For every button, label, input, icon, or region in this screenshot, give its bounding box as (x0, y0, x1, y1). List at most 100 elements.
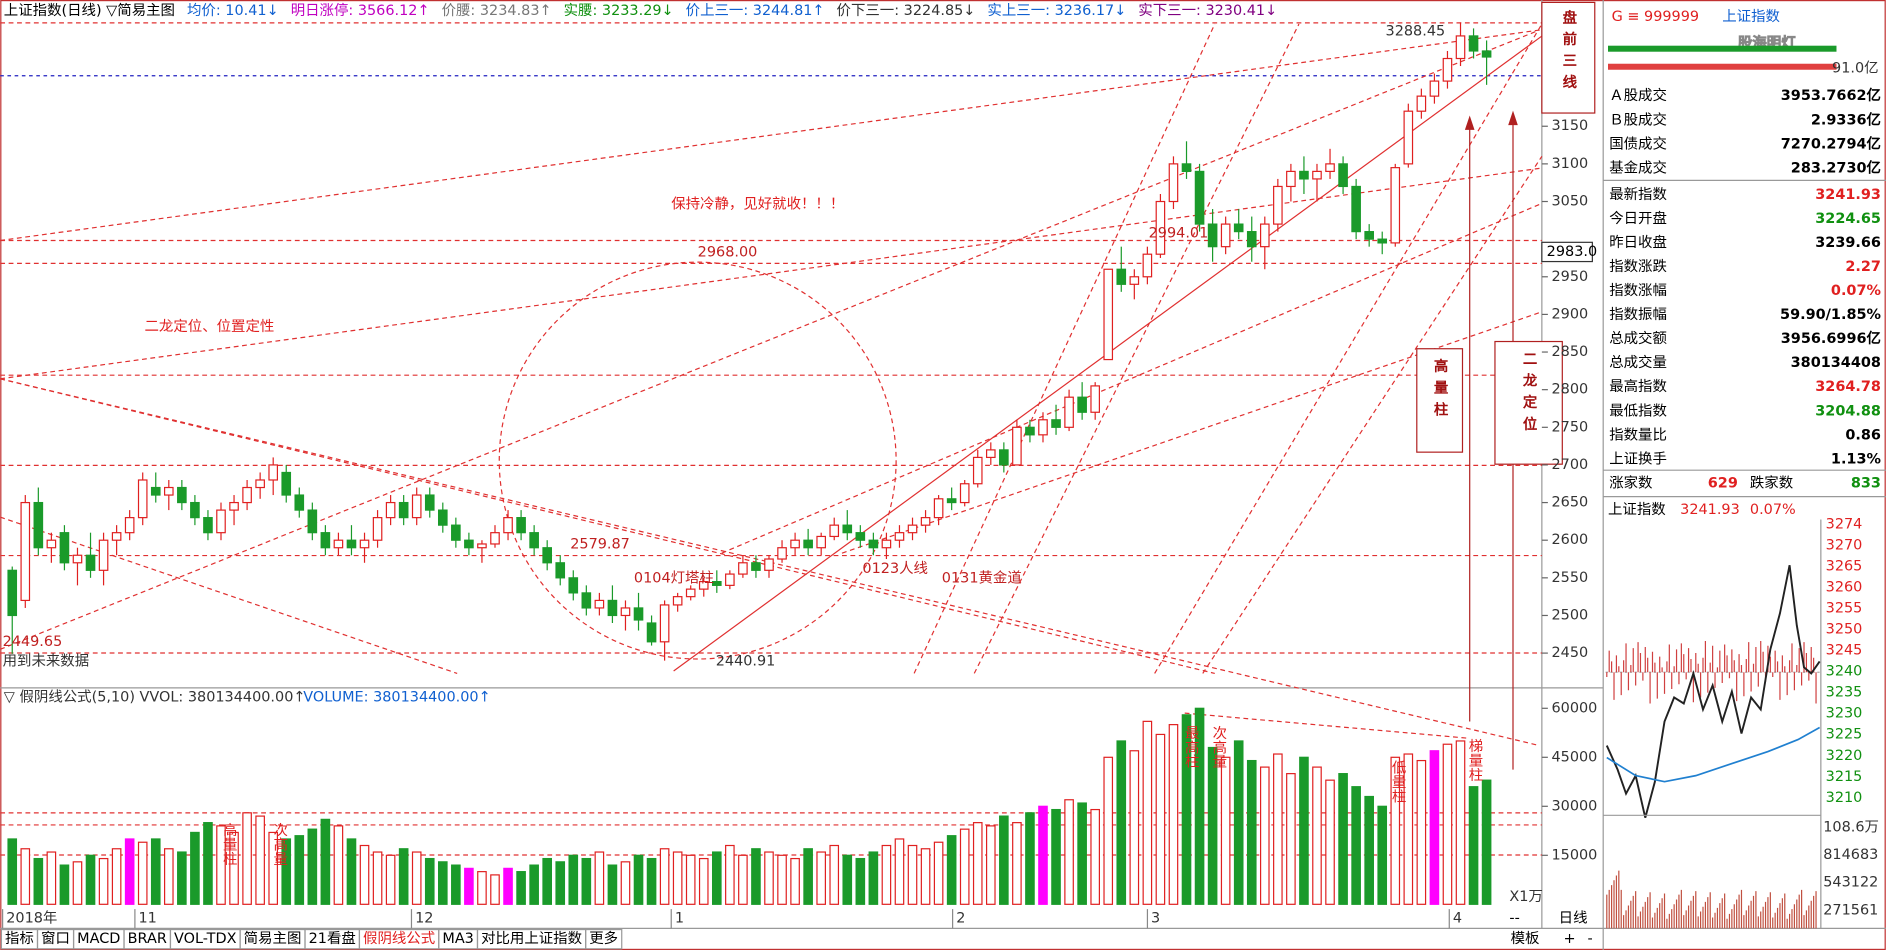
vol-tick-label: 15000 (1551, 847, 1597, 863)
y-tick-label: 2650 (1551, 495, 1588, 511)
volume-bar (1207, 746, 1218, 905)
tab-label[interactable]: MA3 (442, 931, 473, 947)
mini-tick: 3255 (1826, 600, 1863, 616)
tab[interactable]: 简易主图 (239, 928, 306, 950)
candle-body (503, 517, 513, 534)
tab[interactable]: MACD (72, 928, 125, 950)
volume-bar (568, 854, 579, 905)
mini-price-line (1605, 565, 1821, 818)
tab[interactable]: 21看盘 (304, 928, 361, 950)
volume-note: 最高柱 (1183, 725, 1199, 769)
row-value: 3204.88 (1815, 403, 1881, 419)
candle-body (1233, 223, 1244, 233)
volume-pane: ▽ 假阴线公式(5,10) VVOL: 380134400.00↑VOLUME:… (4, 688, 1598, 905)
volume-bar (1038, 805, 1048, 905)
volume-bar (451, 864, 461, 905)
row-value: 3224.65 (1815, 211, 1881, 227)
candle-body (633, 607, 644, 621)
tab[interactable]: 指标 (0, 928, 39, 950)
row-label: 最高指数 (1609, 378, 1667, 395)
row-value: 3239.66 (1815, 235, 1881, 251)
row-value: 1.13% (1831, 451, 1881, 467)
tab-label[interactable]: 21看盘 (309, 929, 356, 947)
row-label: 昨日收盘 (1609, 233, 1667, 251)
row-label: 总成交额 (1609, 329, 1667, 347)
tab[interactable]: BRAR (123, 928, 172, 950)
volume-bar (542, 857, 552, 905)
volume-bar (581, 857, 592, 905)
y-tick-label: 3150 (1551, 118, 1588, 134)
candle-body (764, 558, 774, 571)
corner-dash: -- (1509, 911, 1519, 927)
tab-label[interactable]: 窗口 (41, 929, 70, 947)
candle-body (1012, 426, 1022, 466)
volume-bar (620, 861, 631, 905)
tab[interactable]: MA3 (438, 928, 479, 950)
tab-label[interactable]: VOL-TDX (174, 931, 237, 947)
volume-bar (72, 861, 83, 905)
volume-note: 高量柱 (221, 822, 237, 866)
volume-bar (216, 825, 226, 905)
header-item: 价腰: 3234.83↑ (442, 3, 552, 19)
mini-tick: 3230 (1826, 706, 1863, 722)
tab[interactable]: 假阴线公式 (358, 928, 440, 950)
volume-bar (1338, 773, 1348, 905)
candle-body (620, 607, 631, 617)
mini-volume (1606, 870, 1817, 929)
month-label: 11 (139, 911, 157, 927)
month-label: 2 (956, 911, 965, 927)
corner-day: 日线 (1559, 910, 1588, 927)
corner-plus[interactable]: + (1564, 931, 1576, 947)
candle-body (229, 501, 239, 511)
volume-bar (255, 815, 265, 905)
corner-minus[interactable]: - (1588, 931, 1593, 947)
annotation: 2968.00 (698, 245, 758, 261)
corner-template[interactable]: 模板 (1511, 930, 1540, 947)
y-tick-label: 3050 (1551, 194, 1588, 210)
volume-bar (1064, 799, 1074, 905)
candle-body (46, 539, 57, 549)
row-value: 0.07% (1831, 283, 1881, 299)
box-label: 盘前三线 (1560, 8, 1576, 96)
volume-bar (999, 815, 1009, 905)
candle-body (359, 539, 370, 549)
candle-body (972, 456, 983, 485)
tab-label[interactable]: 简易主图 (244, 930, 302, 947)
annotation: 保持冷静，见好就收！！！ (671, 195, 844, 212)
volume-bar (1129, 750, 1140, 905)
price-marker-box (1541, 241, 1593, 263)
volume-bar (177, 851, 187, 905)
tab-label[interactable]: MACD (77, 931, 120, 947)
candle-body (7, 569, 18, 617)
tab-label[interactable]: BRAR (128, 931, 167, 947)
tab[interactable]: 窗口 (36, 928, 75, 950)
volume-bar (1416, 759, 1427, 905)
volume-bar (124, 838, 135, 905)
row-value: 3264.78 (1815, 379, 1881, 395)
row-value: 3241.93 (1815, 187, 1881, 203)
mini-tick: 3240 (1826, 664, 1863, 680)
candle-body (555, 562, 566, 579)
tab-border[interactable] (585, 928, 623, 950)
tab[interactable]: 对比用上证指数 (476, 928, 587, 950)
volume-bar (555, 861, 566, 905)
volume-bar (150, 838, 161, 905)
volume-bar (111, 848, 122, 905)
candle-body (20, 501, 31, 602)
tab-label[interactable]: 对比用上证指数 (481, 930, 583, 947)
tab-label[interactable]: 更多 (589, 930, 618, 947)
mini-tick: 3260 (1826, 579, 1863, 595)
tab-label[interactable]: 指标 (5, 930, 34, 947)
candle-body (907, 524, 918, 534)
tab-label[interactable]: 假阴线公式 (363, 930, 435, 947)
candle-body (790, 539, 800, 549)
candle-body (985, 449, 996, 459)
tab[interactable]: VOL-TDX (169, 928, 241, 950)
header-item: 价下三一: 3224.85↓ (837, 3, 976, 19)
candle-body (59, 532, 70, 564)
candle-body (85, 554, 96, 571)
tab[interactable]: 更多 (585, 928, 623, 950)
candle-body (1429, 80, 1440, 97)
